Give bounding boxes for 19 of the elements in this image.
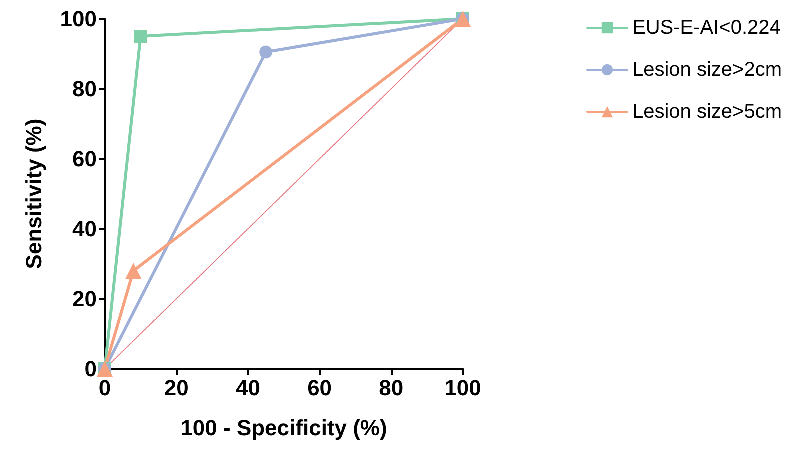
legend-label: Lesion size>5cm [632, 101, 782, 123]
x-tick-label: 20 [164, 376, 189, 400]
x-tick-label: 80 [379, 376, 404, 400]
point [134, 30, 148, 43]
legend-label: Lesion size>2cm [632, 59, 782, 81]
legend-label: EUS-E-AI<0.224 [632, 17, 781, 39]
y-tick-label: 80 [72, 76, 97, 102]
x-tick-label: 100 [444, 376, 482, 400]
y-tick-label: 40 [72, 216, 97, 242]
y-axis-title: Sensitivity (%) [22, 118, 46, 270]
y-tick-label: 60 [72, 146, 97, 172]
y-tick-label: 20 [72, 286, 97, 312]
x-tick-label: 40 [236, 376, 260, 400]
x-axis-title: 100 - Specificity (%) [180, 416, 388, 440]
x-tick-label: 60 [308, 376, 332, 400]
y-tick-label: 100 [60, 6, 97, 32]
y-tick-label: 0 [84, 356, 97, 382]
point [260, 46, 273, 59]
point [126, 263, 142, 279]
